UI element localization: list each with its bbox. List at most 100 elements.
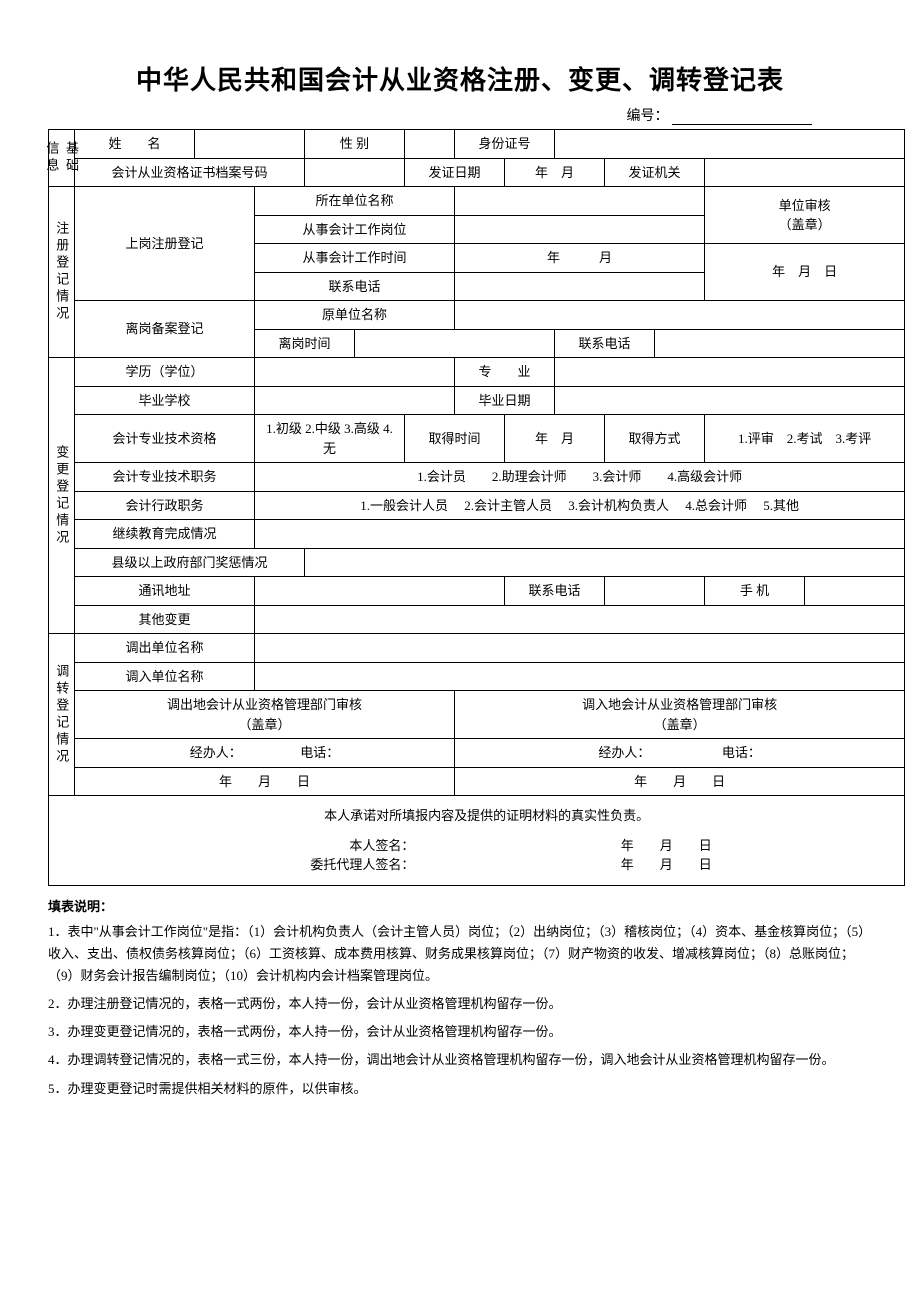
in-check-header: 调入地会计从业资格管理部门审核 （盖章） xyxy=(455,691,905,739)
note-2: 2．办理注册登记情况的，表格一式两份，本人持一份，会计从业资格管理机构留存一份。 xyxy=(48,993,872,1015)
label-cont-edu: 继续教育完成情况 xyxy=(75,520,255,549)
label-tech-qual: 会计专业技术资格 xyxy=(75,415,255,463)
label-reg-phone: 联系电话 xyxy=(255,272,455,301)
label-mobile: 手 机 xyxy=(705,577,805,606)
label-off-time: 离岗时间 xyxy=(255,329,355,358)
in-check-title: 调入地会计从业资格管理部门审核 xyxy=(461,695,898,715)
label-tech-title: 会计专业技术职务 xyxy=(75,463,255,492)
field-name xyxy=(195,130,305,159)
field-obtain-time: 年 月 xyxy=(505,415,605,463)
note-3: 3．办理变更登记情况的，表格一式两份，本人持一份，会计从业资格管理机构留存一份。 xyxy=(48,1021,872,1043)
field-mobile xyxy=(805,577,905,606)
label-edu: 学历（学位） xyxy=(75,358,255,387)
label-job-time: 从事会计工作时间 xyxy=(255,244,455,273)
field-award xyxy=(305,548,905,577)
label-out-org: 调出单位名称 xyxy=(75,634,255,663)
label-chg-phone: 联系电话 xyxy=(505,577,605,606)
field-out-org xyxy=(255,634,905,663)
declaration-block: 本人承诺对所填报内容及提供的证明材料的真实性负责。 本人签名： 年 月 日 委托… xyxy=(49,796,905,886)
agent-sign-date: 年 月 日 xyxy=(434,855,898,875)
label-job-post: 从事会计工作岗位 xyxy=(255,215,455,244)
page-title: 中华人民共和国会计从业资格注册、变更、调转登记表 xyxy=(48,60,872,97)
tech-qual-opts: 1.初级 2.中级 3.高级 4.无 xyxy=(255,415,405,463)
out-check-title: 调出地会计从业资格管理部门审核 xyxy=(81,695,448,715)
field-school xyxy=(255,386,455,415)
unit-check-text: 单位审核 xyxy=(711,196,898,216)
label-offpost: 离岗备案登记 xyxy=(75,301,255,358)
form-table: 基础信息 姓 名 性 别 身份证号 会计从业资格证书档案号码 发证日期 年 月 … xyxy=(48,129,905,886)
field-off-time xyxy=(355,329,555,358)
admin-post-opts: 1.一般会计人员 2.会计主管人员 3.会计机构负责人 4.总会计师 5.其他 xyxy=(255,491,905,520)
label-major: 专 业 xyxy=(455,358,555,387)
out-handler-row: 经办人： 电话： xyxy=(75,739,455,768)
field-cont-edu xyxy=(255,520,905,549)
field-grad-date xyxy=(555,386,905,415)
field-job-post xyxy=(455,215,705,244)
serial-blank xyxy=(672,124,812,125)
label-idno: 身份证号 xyxy=(455,130,555,159)
field-off-phone xyxy=(655,329,905,358)
note-4: 4．办理调转登记情况的，表格一式三份，本人持一份，调出地会计从业资格管理机构留存… xyxy=(48,1049,872,1071)
field-gender xyxy=(405,130,455,159)
section-transfer: 调转登记情况 xyxy=(49,634,75,796)
field-check-date: 年 月 日 xyxy=(705,244,905,301)
in-handler-row: 经办人： 电话： xyxy=(455,739,905,768)
label-cert-no: 会计从业资格证书档案号码 xyxy=(75,158,305,187)
field-job-time: 年 月 xyxy=(455,244,705,273)
self-sign-label: 本人签名： xyxy=(55,836,434,856)
label-school: 毕业学校 xyxy=(75,386,255,415)
field-major xyxy=(555,358,905,387)
label-gender: 性 别 xyxy=(305,130,405,159)
label-obtain-time: 取得时间 xyxy=(405,415,505,463)
label-award: 县级以上政府部门奖惩情况 xyxy=(75,548,305,577)
out-check-header: 调出地会计从业资格管理部门审核 （盖章） xyxy=(75,691,455,739)
obtain-way-opts: 1.评审 2.考试 3.考评 xyxy=(705,415,905,463)
out-handler-label: 经办人： xyxy=(190,745,242,760)
note-1: 1．表中"从事会计工作岗位"是指：（1）会计机构负责人（会计主管人员）岗位；（2… xyxy=(48,921,872,987)
unit-check-seal: （盖章） xyxy=(711,215,898,235)
label-onpost: 上岗注册登记 xyxy=(75,187,255,301)
section-change: 变更登记情况 xyxy=(49,358,75,634)
label-grad-date: 毕业日期 xyxy=(455,386,555,415)
section-basic: 基础信息 xyxy=(49,130,75,187)
label-issue-org: 发证机关 xyxy=(605,158,705,187)
label-org-name: 所在单位名称 xyxy=(255,187,455,216)
field-address xyxy=(255,577,505,606)
field-reg-phone xyxy=(455,272,705,301)
label-address: 通讯地址 xyxy=(75,577,255,606)
tech-title-opts: 1.会计员 2.助理会计师 3.会计师 4.高级会计师 xyxy=(255,463,905,492)
label-unit-check: 单位审核 （盖章） xyxy=(705,187,905,244)
field-chg-phone xyxy=(605,577,705,606)
in-handler-label: 经办人： xyxy=(598,745,650,760)
label-other: 其他变更 xyxy=(75,605,255,634)
in-check-seal: （盖章） xyxy=(461,715,898,735)
in-phone-label: 电话： xyxy=(722,745,761,760)
field-issue-org xyxy=(705,158,905,187)
label-obtain-way: 取得方式 xyxy=(605,415,705,463)
label-issue-date: 发证日期 xyxy=(405,158,505,187)
out-phone-label: 电话： xyxy=(300,745,339,760)
notes-block: 1．表中"从事会计工作岗位"是指：（1）会计机构负责人（会计主管人员）岗位；（2… xyxy=(48,921,872,1100)
serial-label: 编号： xyxy=(627,109,669,124)
serial-row: 编号： xyxy=(48,105,872,125)
agent-sign-label: 委托代理人签名： xyxy=(55,855,434,875)
section-register: 注册登记情况 xyxy=(49,187,75,358)
field-in-org xyxy=(255,662,905,691)
field-issue-date: 年 月 xyxy=(505,158,605,187)
out-check-seal: （盖章） xyxy=(81,715,448,735)
label-in-org: 调入单位名称 xyxy=(75,662,255,691)
field-other xyxy=(255,605,905,634)
notes-title: 填表说明： xyxy=(48,896,872,915)
note-5: 5．办理变更登记时需提供相关材料的原件，以供审核。 xyxy=(48,1078,872,1100)
label-off-phone: 联系电话 xyxy=(555,329,655,358)
field-cert-no xyxy=(305,158,405,187)
field-prev-org xyxy=(455,301,905,330)
label-admin-post: 会计行政职务 xyxy=(75,491,255,520)
field-edu xyxy=(255,358,455,387)
promise-text: 本人承诺对所填报内容及提供的证明材料的真实性负责。 xyxy=(55,806,898,826)
out-date: 年 月 日 xyxy=(75,767,455,796)
label-name: 姓 名 xyxy=(75,130,195,159)
self-sign-date: 年 月 日 xyxy=(434,836,898,856)
label-prev-org: 原单位名称 xyxy=(255,301,455,330)
field-idno xyxy=(555,130,905,159)
